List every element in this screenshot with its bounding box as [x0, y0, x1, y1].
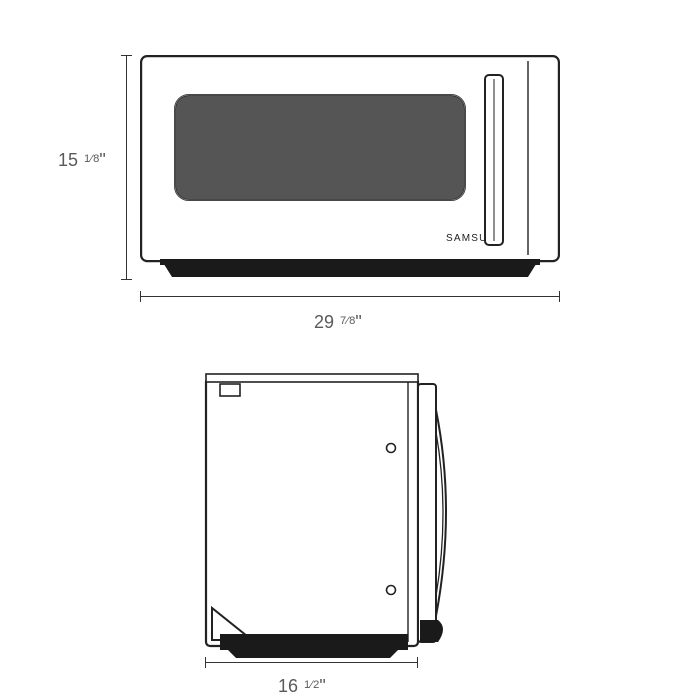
microwave-front-view: SAMSUNG — [140, 55, 560, 285]
microwave-side-view — [198, 370, 458, 660]
dimension-diagram: SAMSUNG — [0, 0, 700, 700]
dim-line-front-width — [140, 296, 560, 297]
label-side-depth: 16 1⁄2" — [278, 676, 326, 697]
base-tray — [160, 259, 540, 277]
label-front-width: 29 7⁄8" — [314, 312, 362, 333]
door-handle — [485, 75, 503, 245]
dim-line-side-depth — [205, 662, 418, 663]
dim-line-front-height — [126, 55, 127, 280]
front-profile — [418, 384, 446, 642]
label-front-height: 15 1⁄8" — [58, 150, 106, 171]
